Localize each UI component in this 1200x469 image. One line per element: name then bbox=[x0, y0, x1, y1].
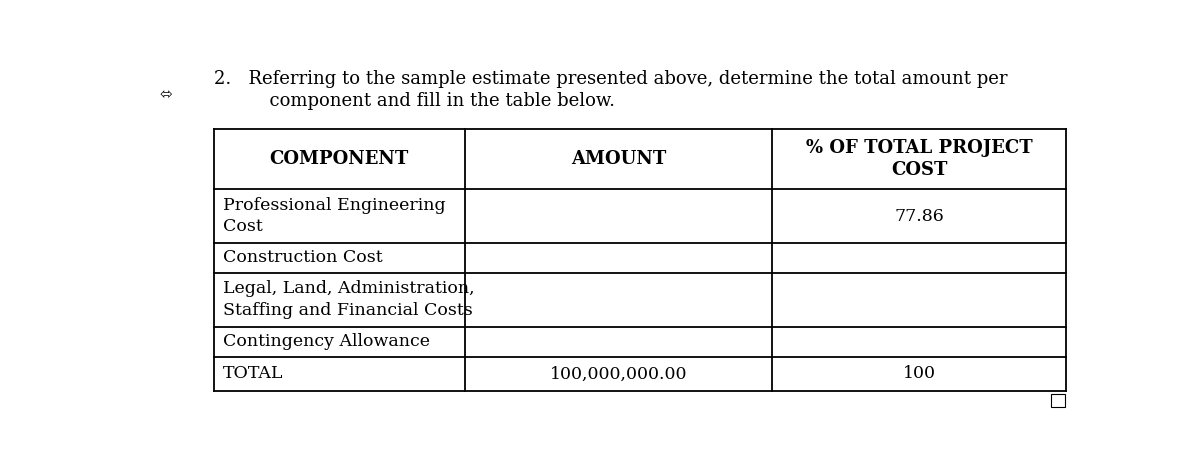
Text: Construction Cost: Construction Cost bbox=[223, 250, 383, 266]
Text: AMOUNT: AMOUNT bbox=[571, 151, 666, 168]
Text: 100: 100 bbox=[902, 365, 936, 382]
Text: Legal, Land, Administration,
Staffing and Financial Costs: Legal, Land, Administration, Staffing an… bbox=[223, 280, 474, 319]
Text: 100,000,000.00: 100,000,000.00 bbox=[550, 365, 688, 382]
Text: component and fill in the table below.: component and fill in the table below. bbox=[235, 92, 616, 110]
Text: Contingency Allowance: Contingency Allowance bbox=[223, 333, 430, 350]
Bar bbox=[1050, 393, 1064, 408]
Text: % OF TOTAL PROJECT
COST: % OF TOTAL PROJECT COST bbox=[805, 139, 1032, 180]
Text: COMPONENT: COMPONENT bbox=[270, 151, 409, 168]
Text: 2.   Referring to the sample estimate presented above, determine the total amoun: 2. Referring to the sample estimate pres… bbox=[214, 70, 1007, 88]
Text: 77.86: 77.86 bbox=[894, 208, 944, 225]
Text: ⬄: ⬄ bbox=[160, 87, 172, 102]
Text: TOTAL: TOTAL bbox=[223, 365, 283, 382]
Text: Professional Engineering
Cost: Professional Engineering Cost bbox=[223, 197, 445, 235]
